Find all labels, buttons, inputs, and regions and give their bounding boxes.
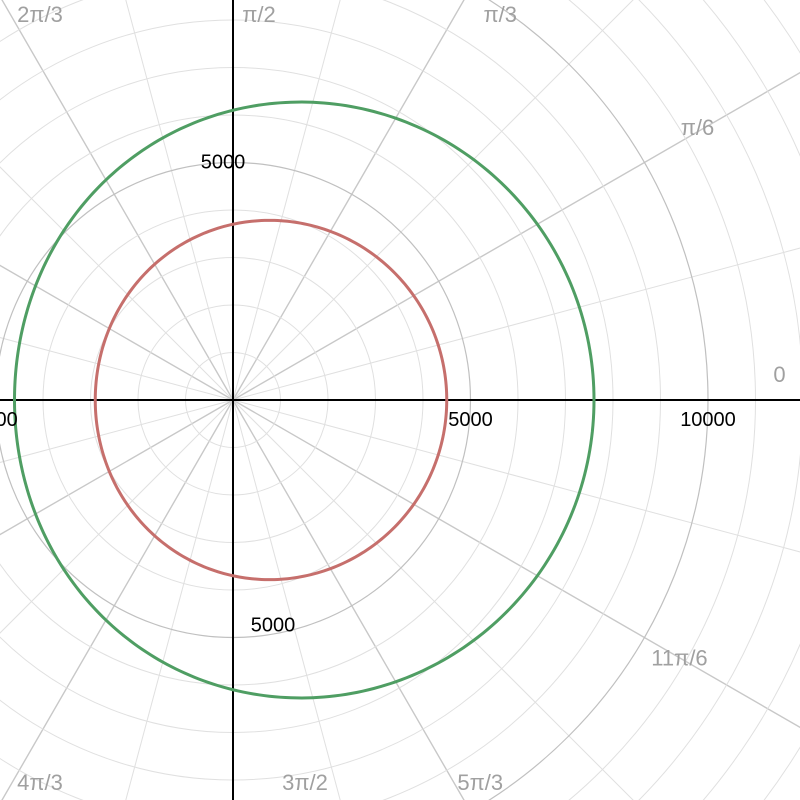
angle-label: 0 — [773, 362, 785, 387]
angle-label: π/6 — [681, 115, 715, 140]
axis-tick-label: 5000 — [201, 152, 246, 174]
polar-plot: 0 π/6 π/3 π/2 2π/3 5π/3 11π/6 4π/3 3π/2 5000 10000… — [0, 0, 800, 800]
angle-label: 2π/3 — [17, 2, 63, 27]
axis-tick-label: 5000 — [251, 615, 296, 637]
angle-label: 3π/2 — [282, 770, 328, 795]
axis-tick-label: 5000 — [448, 409, 493, 431]
axis-tick-label: 5000 — [0, 409, 18, 431]
angle-label: 5π/3 — [457, 770, 503, 795]
angle-label: 11π/6 — [651, 645, 707, 670]
angle-label: π/2 — [242, 2, 276, 27]
axis-tick-label: 10000 — [680, 409, 736, 431]
angle-label: π/3 — [483, 2, 517, 27]
angle-label: 4π/3 — [17, 770, 63, 795]
